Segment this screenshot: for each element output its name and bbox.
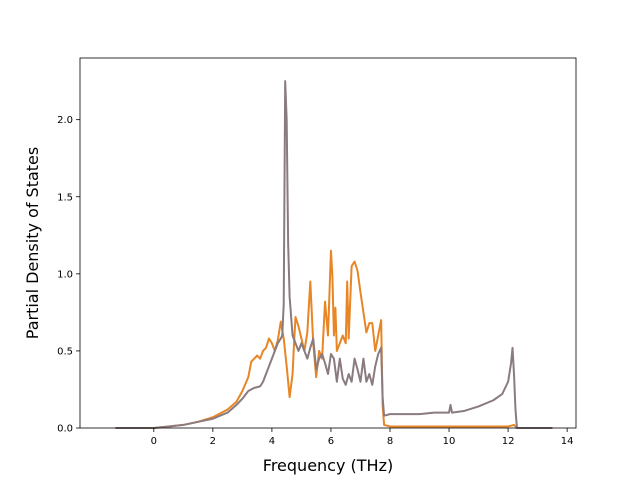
x-tick-label: 2 [210,436,216,447]
x-tick-label: 14 [561,436,574,447]
y-axis-ticks: 0.0 0.5 1.0 1.5 2.0 [57,115,80,435]
y-tick-label: 0.0 [57,424,73,435]
x-tick-label: 12 [502,436,515,447]
x-tick-label: 6 [328,436,334,447]
series-line-1 [115,249,553,429]
y-tick-label: 0.5 [57,346,73,357]
y-tick-label: 1.0 [57,269,73,280]
x-axis-label: Frequency (THz) [263,456,393,475]
plot-frame [79,57,577,429]
x-tick-label: 4 [269,436,275,447]
x-tick-label: 8 [387,436,393,447]
x-tick-label: 0 [151,436,157,447]
y-tick-label: 2.0 [57,115,73,126]
x-tick-label: 10 [443,436,456,447]
y-axis-label: Partial Density of States [23,147,42,339]
y-tick-label: 1.5 [57,192,73,203]
x-axis-ticks: 0 2 4 6 8 10 12 14 [151,428,574,447]
series-line-2 [115,80,553,429]
plot-lines [115,80,553,429]
